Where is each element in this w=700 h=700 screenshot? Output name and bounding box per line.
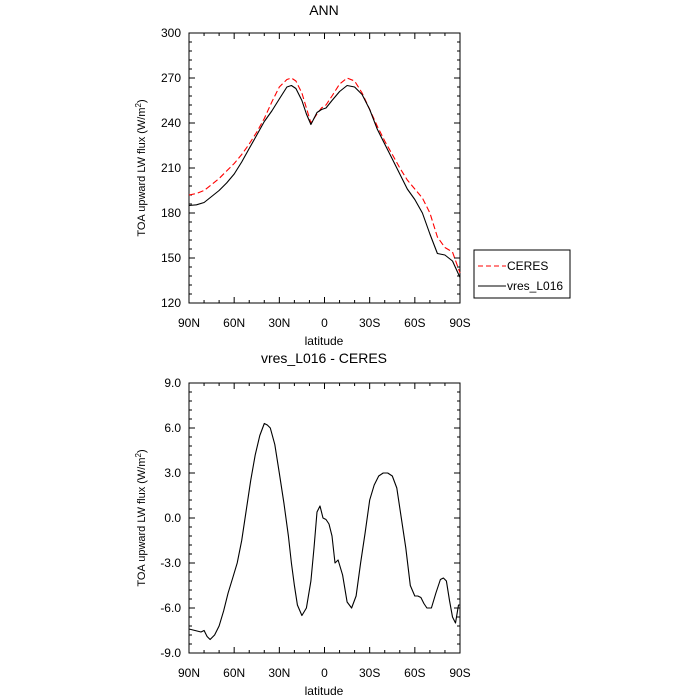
- y-axis-label-superscript: 2: [134, 452, 143, 457]
- y-tick-label: 9.0: [164, 376, 181, 390]
- bottom-line-chart: vres_L016 - CERES -9.0-6.0-3.00.03.06.09…: [134, 350, 471, 698]
- x-tick-label: 30S: [359, 316, 380, 330]
- y-tick-label: 150: [161, 251, 181, 265]
- legend-box: [473, 249, 571, 299]
- x-axis-label: latitude: [305, 684, 344, 698]
- x-tick-label: 60N: [223, 666, 245, 680]
- y-axis: 120 150 180 210 240 270 300: [161, 26, 460, 310]
- x-tick-label: 0: [321, 316, 328, 330]
- legend-label-vres: vres_L016: [507, 279, 563, 293]
- y-axis-label-close: ): [136, 449, 148, 453]
- y-axis: -9.0 -6.0 -3.0 0.0 3.0 6.0 9.0: [160, 376, 460, 660]
- y-tick-label: 3.0: [164, 466, 181, 480]
- y-tick-label: -6.0: [160, 601, 181, 615]
- y-axis-label-main: TOA upward LW flux (W/m: [136, 457, 148, 586]
- x-tick-label: 30S: [359, 666, 380, 680]
- y-tick-label: 6.0: [164, 421, 181, 435]
- x-tick-label: 60S: [404, 316, 425, 330]
- y-tick-label: -3.0: [160, 556, 181, 570]
- series-line-vres-l016: [188, 84, 461, 278]
- y-tick-label: 240: [161, 116, 181, 130]
- y-tick-label: 270: [161, 71, 181, 85]
- series-line-ceres: [188, 77, 461, 274]
- top-line-chart: ANN 120 150 180 210 240 270 300 90N 60N 30N 0 30S 6…: [134, 2, 571, 348]
- series-line-difference: [188, 422, 460, 641]
- y-axis-label-close: ): [136, 99, 148, 103]
- y-tick-label: 0.0: [164, 511, 181, 525]
- y-tick-label: 300: [161, 26, 181, 40]
- y-tick-label: 120: [161, 296, 181, 310]
- x-tick-label: 90N: [178, 316, 200, 330]
- series-group: [188, 422, 460, 641]
- y-axis-label: TOA upward LW flux (W/m2): [134, 99, 148, 236]
- x-tick-label: 60S: [404, 666, 425, 680]
- y-tick-label: 180: [161, 206, 181, 220]
- legend-label-ceres: CERES: [507, 259, 548, 273]
- x-tick-label: 60N: [223, 316, 245, 330]
- y-tick-label: 210: [161, 161, 181, 175]
- x-tick-label: 90S: [449, 666, 470, 680]
- plot-frame: [188, 382, 461, 654]
- y-tick-label: -9.0: [160, 646, 181, 660]
- x-tick-label: 0: [321, 666, 328, 680]
- x-axis: 90N 60N 30N 0 30S 60S 90S: [178, 383, 471, 680]
- y-axis-label: TOA upward LW flux (W/m2): [134, 449, 148, 586]
- x-axis-label: latitude: [305, 334, 344, 348]
- x-tick-label: 30N: [268, 316, 290, 330]
- y-axis-label-main: TOA upward LW flux (W/m: [136, 107, 148, 236]
- x-tick-label: 90S: [449, 316, 470, 330]
- y-axis-label-superscript: 2: [134, 102, 143, 107]
- chart-title: vres_L016 - CERES: [261, 350, 387, 366]
- chart-title: ANN: [309, 2, 339, 18]
- x-axis: 90N 60N 30N 0 30S 60S 90S: [178, 33, 471, 330]
- x-tick-label: 30N: [268, 666, 290, 680]
- x-tick-label: 90N: [178, 666, 200, 680]
- series-group: [188, 77, 461, 278]
- legend: CERES vres_L016: [473, 249, 571, 299]
